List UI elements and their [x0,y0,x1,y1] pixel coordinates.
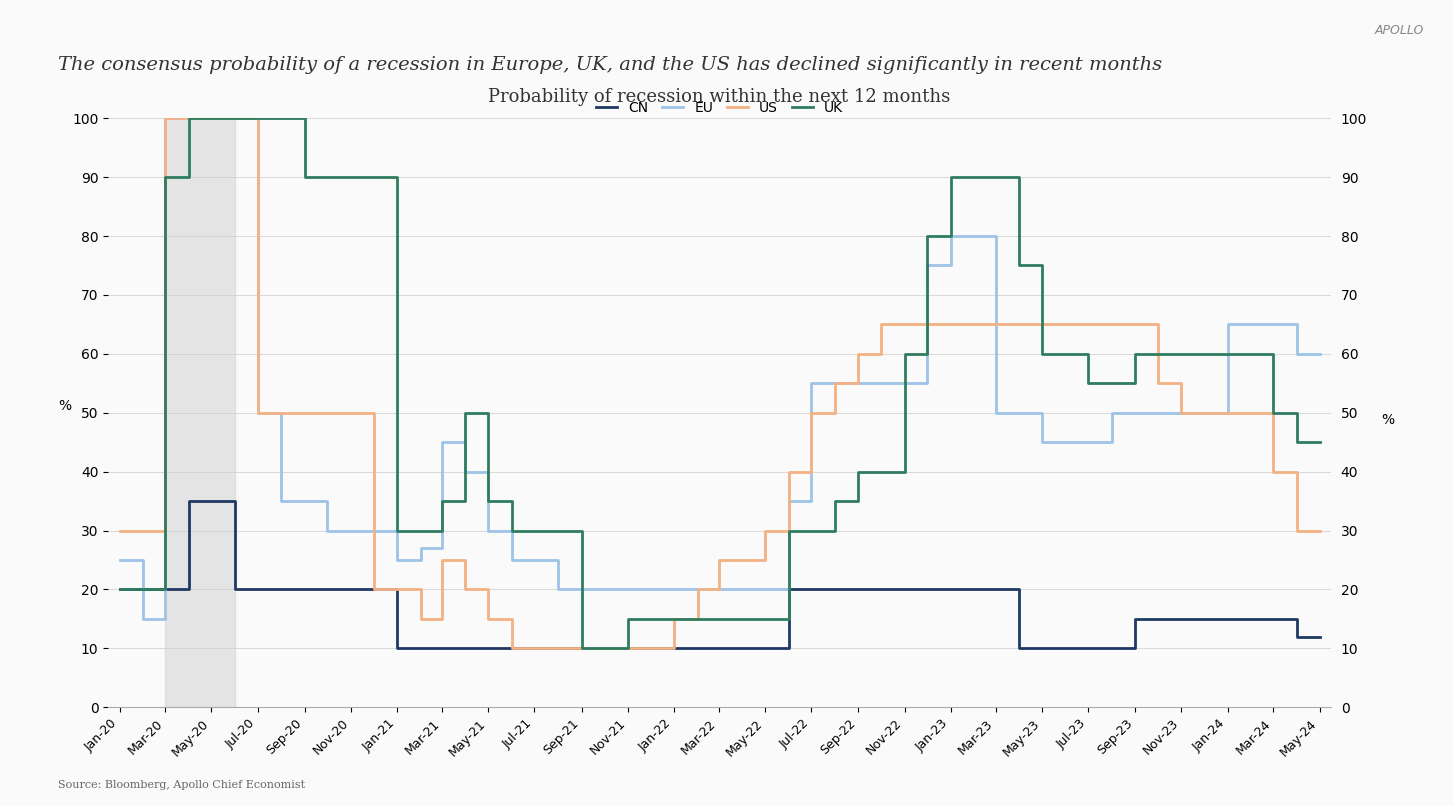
Line: US: US [119,118,1319,648]
Legend: CN, EU, US, UK: CN, EU, US, UK [591,96,849,121]
Line: EU: EU [119,118,1319,619]
Bar [166,118,235,708]
Y-axis label: %: % [1382,413,1395,426]
Text: The consensus probability of a recession in Europe, UK, and the US has declined : The consensus probability of a recession… [58,56,1162,74]
Line: CN: CN [119,501,1319,648]
Line: UK: UK [119,118,1319,648]
Text: Source: Bloomberg, Apollo Chief Economist: Source: Bloomberg, Apollo Chief Economis… [58,780,305,790]
Text: APOLLO: APOLLO [1375,24,1424,37]
Y-axis label: %: % [58,399,71,413]
Title: Probability of recession within the next 12 months: Probability of recession within the next… [488,88,950,106]
